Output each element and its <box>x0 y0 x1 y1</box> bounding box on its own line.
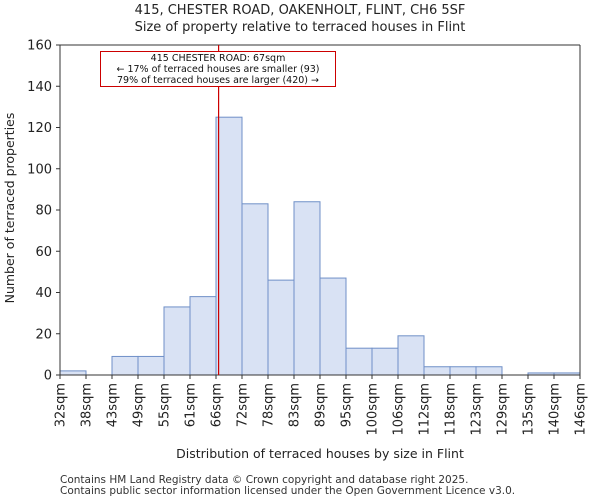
histogram-bar <box>293 201 321 376</box>
x-tick-label: 118sqm <box>444 383 459 436</box>
footer-copyright: Contains HM Land Registry data © Crown c… <box>60 474 469 486</box>
y-axis-label: Number of terraced properties <box>2 113 17 304</box>
x-tick-label: 135sqm <box>522 383 537 436</box>
x-tick-label: 123sqm <box>470 383 485 436</box>
y-tick-label: 80 <box>35 204 52 219</box>
histogram-bar <box>397 335 425 376</box>
annotation-larger-text: 79% of terraced houses are larger (420) … <box>117 75 319 86</box>
x-tick-label: 66sqm <box>210 383 225 427</box>
y-tick-label: 140 <box>27 80 52 95</box>
x-tick-label: 49sqm <box>132 383 147 427</box>
y-tick-label: 100 <box>27 162 52 177</box>
annotation-smaller-text: ← 17% of terraced houses are smaller (93… <box>116 64 320 75</box>
histogram-bar <box>423 366 451 376</box>
y-tick-label: 60 <box>35 245 52 260</box>
x-tick-label: 32sqm <box>54 383 69 427</box>
histogram-bar <box>319 277 347 376</box>
y-tick-label: 0 <box>44 369 52 384</box>
x-tick-label: 140sqm <box>548 383 563 436</box>
x-tick-label: 112sqm <box>418 383 433 436</box>
y-tick-label: 20 <box>35 327 52 342</box>
x-tick-label: 95sqm <box>340 383 355 427</box>
chart-subtitle: Size of property relative to terraced ho… <box>134 20 466 35</box>
histogram-bar <box>163 306 191 376</box>
chart-title: 415, CHESTER ROAD, OAKENHOLT, FLINT, CH6… <box>134 3 466 18</box>
x-tick-label: 72sqm <box>236 383 251 427</box>
y-tick-label: 40 <box>35 286 52 301</box>
y-tick-label: 160 <box>27 39 52 54</box>
histogram-bar <box>241 203 269 376</box>
annotation-property-label: 415 CHESTER ROAD: 67sqm <box>150 53 286 64</box>
histogram-bar <box>475 366 503 376</box>
histogram-bar <box>371 347 399 376</box>
x-tick-label: 89sqm <box>314 383 329 427</box>
x-tick-label: 106sqm <box>392 383 407 436</box>
x-tick-label: 129sqm <box>496 383 511 436</box>
x-tick-label: 55sqm <box>158 383 173 427</box>
x-tick-label: 146sqm <box>574 383 589 436</box>
histogram-bar <box>111 355 139 376</box>
histogram-bar <box>215 116 243 376</box>
x-tick-label: 78sqm <box>262 383 277 427</box>
x-tick-label: 43sqm <box>106 383 121 427</box>
histogram-bar <box>189 296 217 376</box>
histogram-bar <box>449 366 477 376</box>
x-axis-label: Distribution of terraced houses by size … <box>176 446 464 461</box>
histogram-bar <box>137 355 165 376</box>
histogram-bar <box>59 370 87 376</box>
x-tick-label: 100sqm <box>366 383 381 436</box>
y-tick-label: 120 <box>27 121 52 136</box>
x-tick-label: 61sqm <box>184 383 199 427</box>
x-tick-label: 38sqm <box>80 383 95 427</box>
footer-licence: Contains public sector information licen… <box>60 485 516 497</box>
histogram-bar <box>345 347 373 376</box>
x-tick-label: 83sqm <box>288 383 303 427</box>
histogram-bar <box>267 279 295 376</box>
property-annotation-box: 415 CHESTER ROAD: 67sqm ← 17% of terrace… <box>100 51 336 87</box>
